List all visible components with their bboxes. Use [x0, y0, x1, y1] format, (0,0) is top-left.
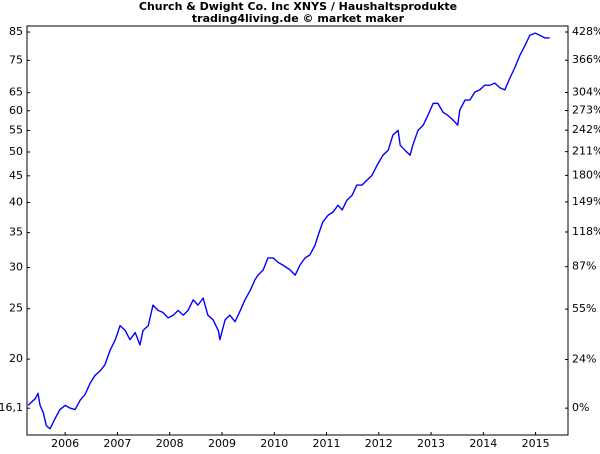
y2-tick-label: 149%: [572, 195, 600, 208]
y-tick-label: 30: [9, 260, 23, 273]
y2-tick-label: 180%: [572, 168, 600, 181]
price-line: [27, 32, 550, 430]
y-tick-label: 25: [9, 302, 23, 315]
plot-frame: [26, 25, 569, 436]
y-tick-label: 45: [9, 169, 23, 182]
x-tick-label: 2006: [51, 437, 79, 450]
y2-tick-label: 87%: [572, 260, 596, 273]
y2-tick-label: 118%: [572, 225, 600, 238]
y2-tick-label: 211%: [572, 145, 600, 158]
y-tick-label: 50: [9, 145, 23, 158]
y-tick-label: 65: [9, 86, 23, 99]
x-tick-label: 2012: [365, 437, 393, 450]
y2-tick-label: 0%: [572, 401, 589, 414]
y2-tick-label: 55%: [572, 302, 596, 315]
y-tick-label: 75: [9, 53, 23, 66]
chart-subtitle: trading4living.de © market maker: [192, 12, 405, 25]
y-tick-label: 60: [9, 104, 23, 117]
y2-tick-label: 428%: [572, 25, 600, 38]
y2-tick-label: 24%: [572, 353, 596, 366]
x-tick-label: 2015: [522, 437, 550, 450]
y2-tick-label: 304%: [572, 86, 600, 99]
y-tick-label: 16,1: [0, 401, 23, 414]
y-tick-label: 35: [9, 226, 23, 239]
x-tick-label: 2014: [469, 437, 497, 450]
x-tick-label: 2010: [260, 437, 288, 450]
x-tick-label: 2007: [103, 437, 131, 450]
y-tick-label: 20: [9, 352, 23, 365]
y-tick-label: 40: [9, 195, 23, 208]
y2-tick-label: 366%: [572, 53, 600, 66]
x-tick-label: 2009: [208, 437, 236, 450]
y2-tick-label: 273%: [572, 104, 600, 117]
y-tick-label: 85: [9, 25, 23, 38]
y2-tick-label: 242%: [572, 123, 600, 136]
chart-title: Church & Dwight Co. Inc XNYS / Haushalts…: [139, 0, 457, 13]
x-tick-label: 2013: [417, 437, 445, 450]
x-tick-label: 2008: [156, 437, 184, 450]
x-tick-label: 2011: [313, 437, 341, 450]
y-tick-label: 55: [9, 123, 23, 136]
